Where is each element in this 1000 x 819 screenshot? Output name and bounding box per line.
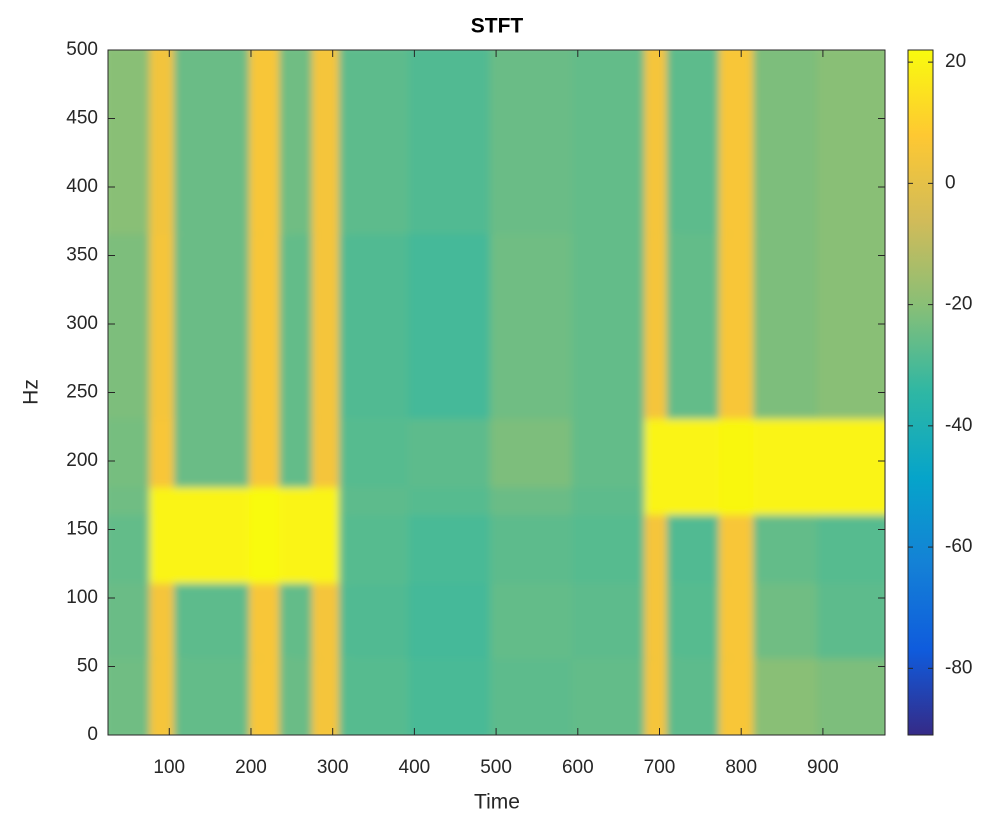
colorbar-tick-label: 0 [945,172,956,193]
heatmap-cell [753,407,829,488]
heatmap-cell [753,571,829,659]
x-tick-label: 500 [480,757,512,778]
heatmap-cell [816,50,885,235]
y-tick-label: 100 [66,587,98,608]
heatmap-cell [753,646,829,735]
heatmap-cell [571,407,657,488]
heatmap-cell [408,222,503,420]
heatmap-cell [408,502,503,584]
colorbar-tick-label: -40 [945,415,972,436]
heatmap-cell [338,407,421,488]
heatmap-cell [408,407,503,488]
heatmap-cell [753,502,829,584]
x-tick-label: 800 [725,757,757,778]
colorbar [907,49,934,736]
y-tick-label: 200 [66,450,98,471]
heatmap-cell [173,50,262,235]
y-axis-label: Hz [20,379,43,405]
colorbar-tick-label: -20 [945,294,972,315]
heatmap-cell [408,646,503,735]
y-tick-label: 150 [66,519,98,540]
x-tick-label: 400 [399,757,431,778]
heatmap-cell [571,571,657,659]
heatmap-cell [173,222,262,420]
heatmap-cell [753,50,829,235]
heatmap-cell [490,646,584,735]
chart-title: STFT [471,15,524,38]
x-tick-label: 300 [317,757,349,778]
heatmap-cell [490,502,584,584]
x-tick-label: 900 [807,757,839,778]
heatmap-cell [816,407,885,488]
colorbar-tick-label: 20 [945,51,966,72]
x-tick-label: 600 [562,757,594,778]
y-tick-label: 300 [66,313,98,334]
heatmap-cell [408,50,503,235]
x-tick-label: 200 [235,757,267,778]
heatmap-cell [571,222,657,420]
x-axis-label: Time [474,791,520,814]
heatmap-cell [173,502,262,584]
heatmap-cell [173,407,262,488]
heatmap-cell [490,407,584,488]
y-tick-label: 50 [77,656,98,677]
heatmap-cell [571,50,657,235]
heatmap-cell [816,502,885,584]
y-tick-label: 400 [66,176,98,197]
heatmap-cell [490,50,584,235]
heatmap-cell [571,646,657,735]
heatmap-cell [338,646,421,735]
heatmap-cell [408,571,503,659]
y-tick-label: 350 [66,245,98,266]
heatmap-cell [816,571,885,659]
y-tick-label: 450 [66,108,98,129]
heatmap-cell [338,50,421,235]
x-tick-label: 100 [153,757,185,778]
y-tick-label: 500 [66,39,98,60]
heatmap-cell [816,646,885,735]
heatmap-cell [338,502,421,584]
y-tick-label: 250 [66,382,98,403]
heatmap-cell [173,571,262,659]
x-tick-label: 700 [644,757,676,778]
y-tick-label: 0 [87,724,98,745]
heatmap-cell [490,222,584,420]
heatmap-cell [173,646,262,735]
heatmap-cell [816,222,885,420]
heatmap-cell [338,222,421,420]
heatmap-cell [338,571,421,659]
colorbar-tick-label: -80 [945,657,972,678]
heatmap [108,50,885,735]
heatmap-cell [753,222,829,420]
heatmap-cell [571,502,657,584]
heatmap-cell [490,571,584,659]
colorbar-tick-label: -60 [945,536,972,557]
